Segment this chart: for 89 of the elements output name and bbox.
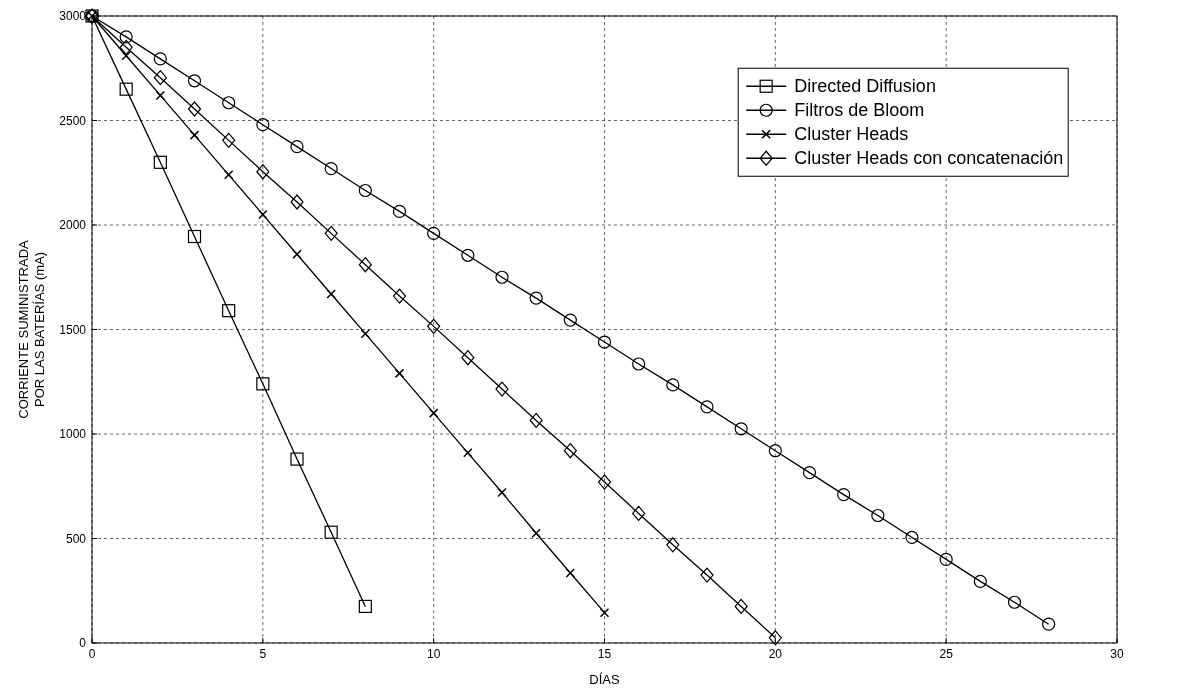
- legend-label: Directed Diffusion: [794, 76, 936, 97]
- legend-label: Cluster Heads: [794, 124, 909, 145]
- y-tick-label: 0: [79, 636, 87, 650]
- point: [597, 474, 612, 490]
- point: [495, 381, 509, 397]
- y-axis-title: CORRIENTE SUMINISTRADA POR LAS BATERÍAS (mA): [16, 239, 47, 419]
- point: [463, 448, 473, 458]
- point: [461, 350, 475, 366]
- point: [358, 183, 372, 198]
- legend-label: Filtros de Bloom: [794, 100, 925, 121]
- point: [597, 335, 612, 349]
- point: [324, 161, 338, 176]
- y-tick-label: 1000: [59, 427, 87, 441]
- y-tick-label: 2000: [59, 218, 87, 232]
- point: [394, 368, 405, 379]
- point: [153, 155, 167, 169]
- point: [119, 39, 133, 55]
- point: [1042, 617, 1056, 631]
- point: [563, 313, 577, 327]
- point: [119, 30, 133, 44]
- point: [358, 257, 372, 273]
- point: [256, 118, 270, 132]
- point: [529, 412, 543, 429]
- point: [802, 466, 817, 480]
- x-tick-label: 0: [88, 647, 96, 661]
- point: [632, 505, 646, 522]
- point: [290, 194, 304, 210]
- point: [256, 164, 270, 180]
- point: [222, 96, 236, 110]
- point: [155, 90, 166, 101]
- point: [223, 170, 234, 180]
- point: [189, 130, 200, 140]
- point: [700, 567, 714, 583]
- point: [428, 408, 439, 418]
- point: [939, 552, 953, 566]
- point: [768, 630, 782, 646]
- x-tick-label: 30: [1110, 647, 1124, 661]
- x-tick-label: 10: [426, 647, 441, 661]
- point: [734, 422, 748, 436]
- point: [905, 530, 919, 545]
- point: [187, 101, 202, 117]
- point: [531, 528, 541, 539]
- point: [360, 328, 371, 339]
- y-tick-label: 2500: [59, 113, 87, 128]
- point: [292, 249, 302, 260]
- point: [666, 378, 680, 392]
- x-tick-label: 5: [259, 647, 267, 661]
- point: [563, 443, 577, 459]
- point: [427, 318, 441, 334]
- point: [153, 52, 167, 66]
- point: [734, 598, 748, 615]
- point: [427, 226, 441, 240]
- x-tick-label: 15: [597, 647, 612, 661]
- point: [392, 288, 407, 304]
- point: [187, 74, 202, 88]
- legend-label: Cluster Heads con concatenación: [794, 148, 1064, 169]
- point: [256, 377, 270, 391]
- point: [187, 229, 202, 244]
- point: [497, 487, 507, 498]
- x-tick-label: 25: [939, 647, 954, 661]
- point: [258, 209, 268, 220]
- point: [358, 599, 372, 614]
- point: [119, 82, 133, 96]
- point: [326, 289, 336, 299]
- point: [599, 607, 610, 618]
- x-axis-title: DÍAS: [589, 672, 620, 687]
- point: [495, 270, 509, 284]
- point: [529, 291, 543, 305]
- point: [121, 50, 131, 61]
- point: [324, 525, 338, 539]
- point: [324, 225, 338, 241]
- point: [392, 204, 407, 219]
- y-tick-label: 500: [65, 531, 87, 546]
- x-tick-label: 20: [768, 647, 783, 661]
- y-tick-label: 1500: [59, 322, 87, 337]
- point: [1007, 595, 1022, 609]
- point: [973, 574, 987, 588]
- point: [290, 452, 304, 466]
- point: [837, 488, 851, 502]
- point: [290, 140, 304, 154]
- point: [565, 568, 576, 578]
- point: [632, 357, 646, 371]
- point: [871, 508, 885, 523]
- point: [222, 304, 236, 318]
- point: [666, 537, 680, 553]
- point: [153, 70, 167, 86]
- point: [768, 444, 782, 458]
- point: [461, 248, 475, 262]
- point: [222, 132, 236, 148]
